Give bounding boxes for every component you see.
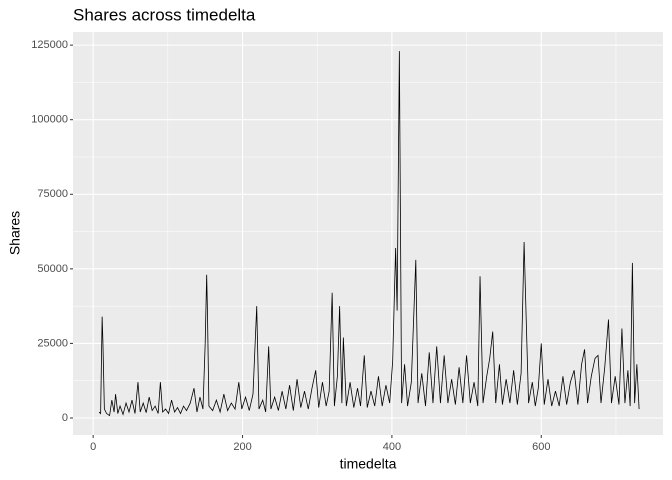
chart-title: Shares across timedelta bbox=[73, 5, 256, 24]
x-tick-label: 600 bbox=[532, 441, 550, 453]
y-tick-label: 0 bbox=[62, 412, 68, 424]
line bbox=[98, 51, 640, 417]
x-tick-label: 200 bbox=[233, 441, 251, 453]
x-tick-label: 400 bbox=[383, 441, 401, 453]
y-tick-label: 50000 bbox=[37, 263, 68, 275]
y-axis-label: Shares bbox=[7, 211, 23, 255]
y-tick-label: 100000 bbox=[31, 114, 68, 126]
x-axis-label: timedelta bbox=[340, 456, 397, 472]
y-tick-label: 125000 bbox=[31, 39, 68, 51]
y-tick-label: 25000 bbox=[37, 337, 68, 349]
y-tick-label: 75000 bbox=[37, 188, 68, 200]
x-tick-label: 0 bbox=[90, 441, 96, 453]
panel bbox=[73, 32, 663, 435]
